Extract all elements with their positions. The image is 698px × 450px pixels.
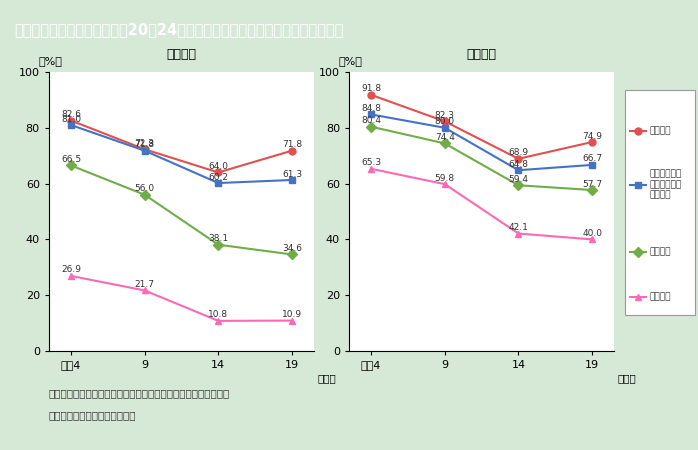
Text: 高校卒業: 高校卒業	[649, 248, 671, 256]
Text: 60.2: 60.2	[208, 172, 228, 181]
Text: 第１－５－３図　若年人口（20－24歳層）に占める正規従業員の比率（性別）: 第１－５－３図 若年人口（20－24歳層）に占める正規従業員の比率（性別）	[14, 22, 343, 37]
Text: 82.6: 82.6	[61, 110, 81, 119]
Text: 〈女性〉: 〈女性〉	[167, 48, 196, 61]
Text: 中学卒業: 中学卒業	[649, 292, 671, 302]
Text: 82.3: 82.3	[435, 111, 455, 120]
Text: 80.4: 80.4	[361, 116, 381, 125]
FancyBboxPatch shape	[625, 90, 695, 315]
Text: 65.3: 65.3	[361, 158, 381, 167]
Text: 91.8: 91.8	[361, 85, 381, 94]
Text: 84.8: 84.8	[361, 104, 381, 113]
Text: 59.4: 59.4	[508, 175, 528, 184]
Text: 21.7: 21.7	[135, 280, 155, 289]
Text: 42.1: 42.1	[509, 223, 528, 232]
Text: （年）: （年）	[618, 374, 637, 383]
Text: 72.3: 72.3	[135, 139, 155, 148]
Text: 56.0: 56.0	[135, 184, 155, 194]
Text: 64.0: 64.0	[208, 162, 228, 171]
Text: 38.1: 38.1	[208, 234, 228, 243]
Text: 61.3: 61.3	[282, 170, 302, 179]
Text: 64.8: 64.8	[508, 160, 528, 169]
Text: 〈男性〉: 〈男性〉	[467, 48, 496, 61]
Text: （備考）　１．総務省「就業構造基本調査」（各年）より作成。: （備考） １．総務省「就業構造基本調査」（各年）より作成。	[49, 388, 230, 398]
Text: 26.9: 26.9	[61, 266, 81, 274]
Text: （年）: （年）	[318, 374, 336, 383]
Text: 66.5: 66.5	[61, 155, 81, 164]
Text: 80.0: 80.0	[435, 117, 455, 126]
Text: （%）: （%）	[38, 56, 62, 67]
Text: 10.8: 10.8	[208, 310, 228, 320]
Text: 大学卒業: 大学卒業	[649, 126, 671, 135]
Text: 74.4: 74.4	[435, 133, 454, 142]
Text: 71.8: 71.8	[135, 140, 155, 149]
Text: 71.8: 71.8	[282, 140, 302, 149]
Text: 81.0: 81.0	[61, 115, 81, 124]
Text: ２．在学者を除く。: ２．在学者を除く。	[49, 410, 136, 420]
Text: 68.9: 68.9	[508, 148, 528, 157]
Text: 74.9: 74.9	[582, 131, 602, 140]
Text: 専門学校・短
大・高等専門
学校卒業: 専門学校・短 大・高等専門 学校卒業	[649, 170, 681, 199]
Text: （%）: （%）	[339, 56, 362, 67]
Text: 10.9: 10.9	[282, 310, 302, 319]
Text: 57.7: 57.7	[582, 180, 602, 189]
Text: 34.6: 34.6	[282, 244, 302, 253]
Text: 59.8: 59.8	[435, 174, 455, 183]
Text: 40.0: 40.0	[582, 229, 602, 238]
Text: 66.7: 66.7	[582, 154, 602, 163]
